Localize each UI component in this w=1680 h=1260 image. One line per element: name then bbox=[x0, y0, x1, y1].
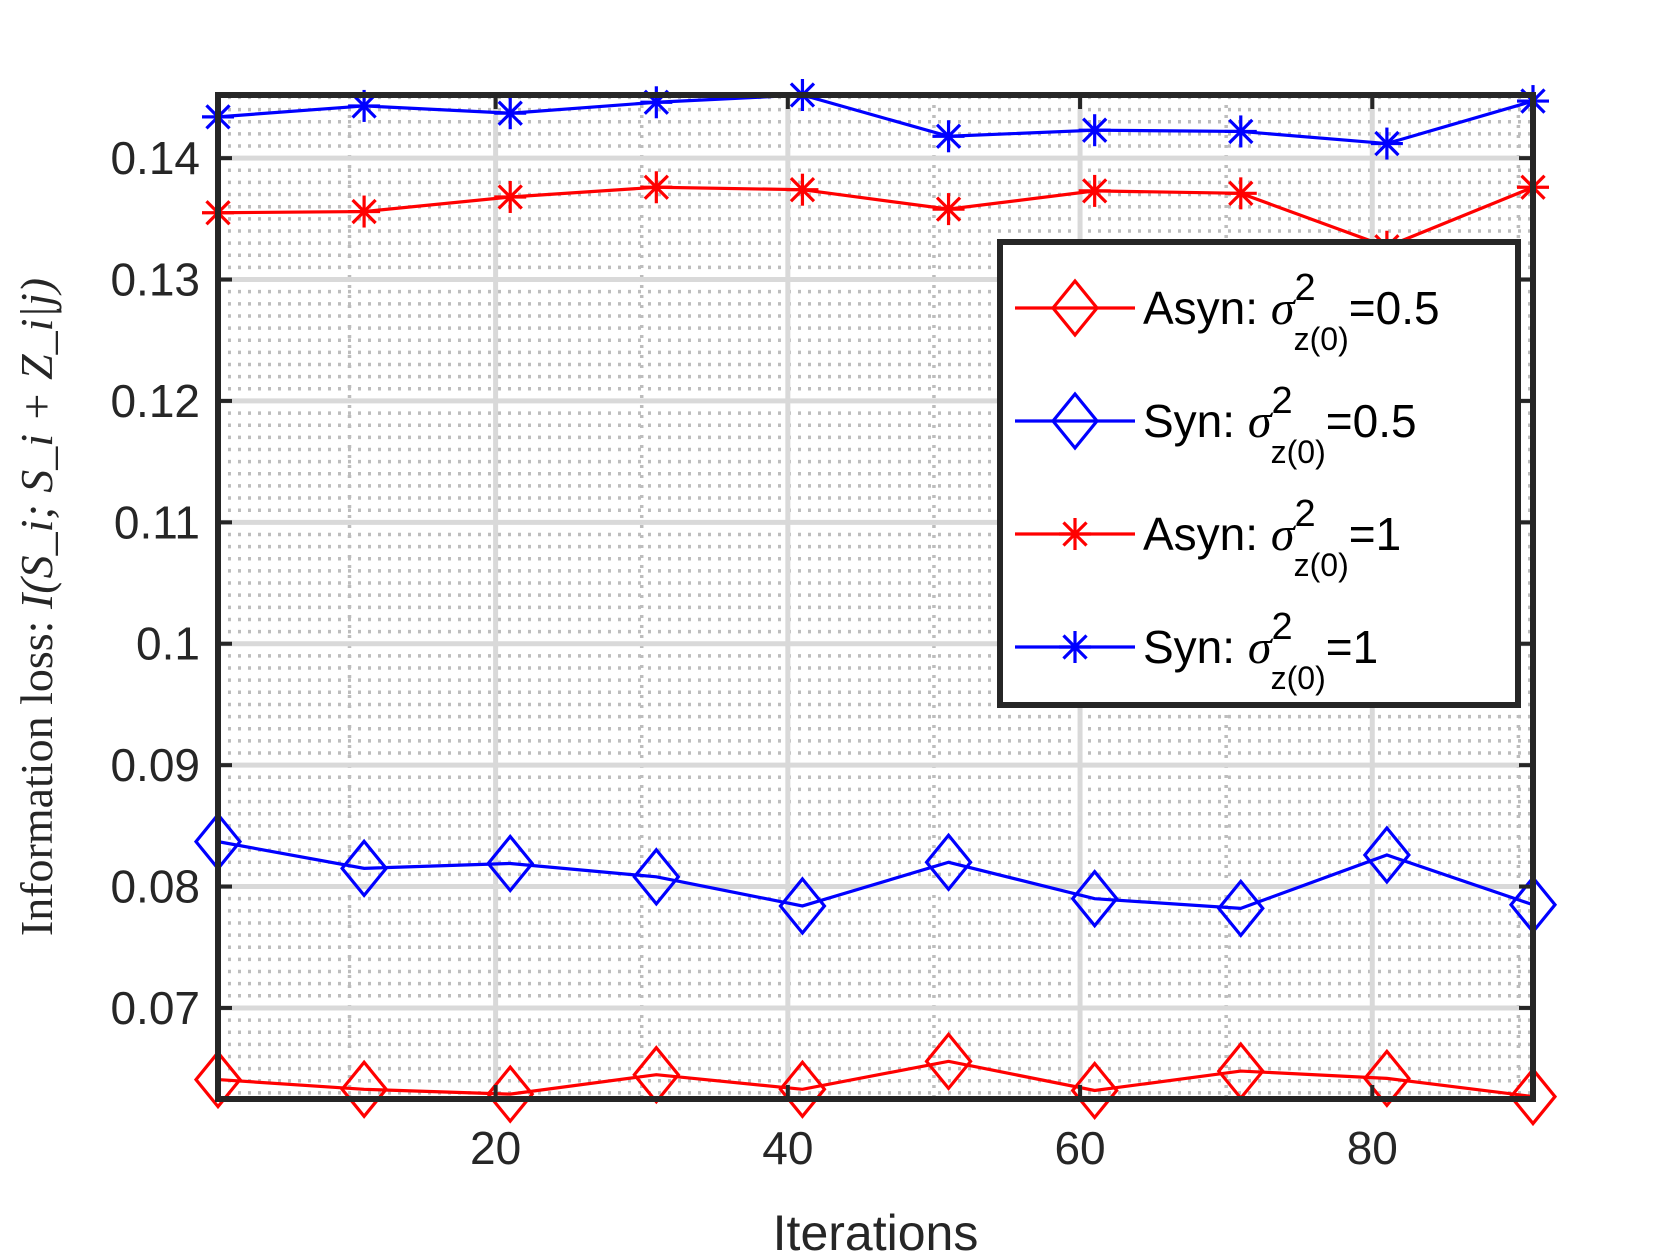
x-tick-label: 20 bbox=[470, 1122, 521, 1174]
series-3 bbox=[202, 79, 1549, 160]
data-point bbox=[494, 97, 527, 130]
data-point bbox=[640, 171, 673, 204]
data-point bbox=[932, 193, 965, 226]
data-point bbox=[632, 847, 681, 907]
data-point bbox=[640, 86, 673, 119]
data-point bbox=[1508, 1067, 1558, 1127]
legend-label: Syn: σ2 z(0)=0.5 bbox=[1143, 380, 1417, 470]
y-tick-label: 0.07 bbox=[110, 982, 200, 1034]
x-tick-label: 40 bbox=[762, 1122, 813, 1174]
series-line bbox=[217, 840, 1534, 911]
series-line bbox=[217, 185, 1534, 249]
legend-marker bbox=[1050, 391, 1100, 451]
legend-entry: Syn: σ2 z(0)=0.5 bbox=[1015, 380, 1417, 470]
series-line bbox=[217, 93, 1534, 146]
data-point bbox=[348, 195, 381, 228]
data-point bbox=[1070, 1060, 1119, 1121]
data-point bbox=[778, 1059, 827, 1119]
axis-ticks: 0.07 0.08 0.09 0.1 0.11 0.12 0.13 0.14 20 40 60 80 bbox=[110, 95, 1533, 1174]
y-tick-label: 0.08 bbox=[110, 861, 200, 913]
data-point bbox=[924, 832, 973, 892]
y-axis-label-prefix: Information loss: bbox=[11, 609, 62, 936]
y-tick-label: 0.11 bbox=[114, 496, 200, 548]
x-tick-label: 80 bbox=[1347, 1122, 1398, 1174]
y-axis-label: Information loss: I(S_i; S_i + Z_i|j) bbox=[11, 278, 62, 936]
data-point bbox=[494, 180, 527, 213]
legend-entry: Asyn: σ2 z(0)=1 bbox=[1015, 493, 1401, 583]
y-tick-label: 0.13 bbox=[110, 254, 200, 306]
legend-label: Asyn: σ2 z(0)=0.5 bbox=[1143, 267, 1440, 357]
x-axis-label: Iterations bbox=[773, 1205, 979, 1260]
data-point bbox=[1224, 177, 1257, 210]
data-point bbox=[1362, 825, 1411, 885]
data-point bbox=[1370, 127, 1403, 160]
legend-label: Syn: σ2 z(0)=1 bbox=[1143, 606, 1378, 696]
series-line bbox=[217, 1059, 1534, 1099]
data-point bbox=[778, 876, 827, 936]
legend-marker bbox=[1059, 518, 1091, 550]
data-point bbox=[1078, 174, 1111, 207]
legend: Asyn: σ2 z(0)=0.5 Syn: σ2 z(0)=0.5 Asyn: σ2 z… bbox=[997, 239, 1521, 708]
data-point bbox=[1216, 878, 1265, 938]
series-0 bbox=[193, 1031, 1558, 1127]
legend-entry: Asyn: σ2 z(0)=0.5 bbox=[1015, 267, 1440, 357]
data-point bbox=[1362, 1048, 1411, 1108]
data-point bbox=[1070, 869, 1119, 929]
data-point bbox=[340, 838, 389, 898]
y-tick-label: 0.14 bbox=[110, 132, 200, 184]
data-point bbox=[193, 1050, 243, 1110]
y-axis-label-math: I(S_i; S_i + Z_i|j) bbox=[11, 278, 62, 610]
legend-entry: Syn: σ2 z(0)=1 bbox=[1015, 606, 1378, 696]
legend-label: Asyn: σ2 z(0)=1 bbox=[1143, 493, 1401, 583]
data-point bbox=[924, 1031, 973, 1091]
data-point bbox=[786, 173, 819, 206]
data-point bbox=[340, 1059, 389, 1119]
data-point bbox=[1078, 114, 1111, 147]
x-tick-label: 60 bbox=[1054, 1122, 1105, 1174]
y-tick-label: 0.09 bbox=[110, 739, 200, 791]
plot-frame bbox=[215, 92, 1536, 1102]
legend-marker bbox=[1059, 631, 1091, 663]
legend-marker bbox=[1050, 278, 1100, 338]
y-tick-label: 0.12 bbox=[110, 375, 200, 427]
data-point bbox=[1224, 115, 1257, 148]
data-point bbox=[932, 120, 965, 153]
y-tick-label: 0.1 bbox=[136, 618, 200, 670]
data-point bbox=[486, 833, 535, 894]
